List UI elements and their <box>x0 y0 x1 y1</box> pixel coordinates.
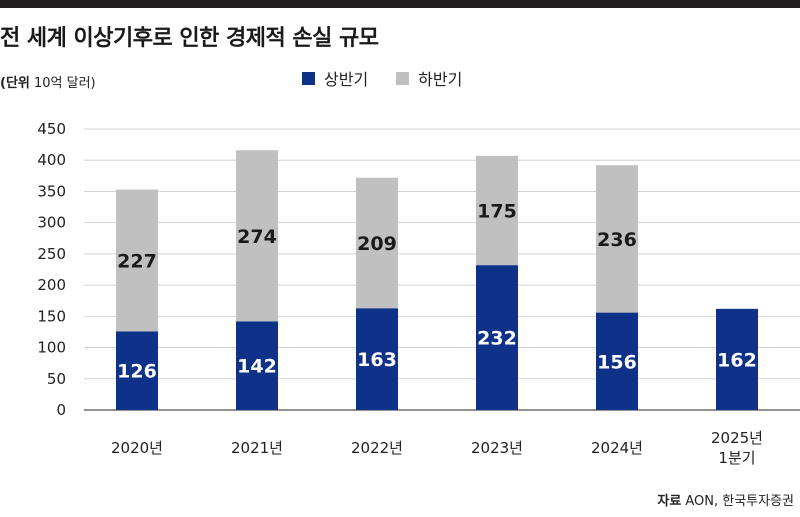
bar-h1-5 <box>716 308 758 410</box>
source-label: 자료 <box>657 494 682 509</box>
value-label-h1-0: 126 <box>117 361 157 383</box>
value-label-h2-0: 227 <box>117 250 157 272</box>
bar-h2-4 <box>596 165 638 313</box>
bar-h1-4 <box>596 312 638 410</box>
bar-h1-1 <box>236 321 278 410</box>
source-note: 자료 AON, 한국투자증권 <box>657 490 794 509</box>
y-tick-label-300: 300 <box>37 214 66 232</box>
legend-swatch-h1 <box>302 71 315 85</box>
legend-label-h1: 상반기 <box>324 70 369 89</box>
legend-label-h2: 하반기 <box>418 70 463 89</box>
bar-h2-1 <box>236 150 278 322</box>
bar-h2-2 <box>356 177 398 309</box>
x-tick-label-0: 2020년 <box>111 439 163 457</box>
y-tick-label-250: 250 <box>37 245 66 263</box>
value-label-h1-1: 142 <box>237 356 277 378</box>
legend-swatch-h2 <box>396 71 410 85</box>
y-tick-label-450: 450 <box>37 120 66 138</box>
value-label-h1-2: 163 <box>357 349 397 371</box>
bar-h2-0 <box>116 189 158 332</box>
x-tick-label-5-line1: 1분기 <box>718 449 755 467</box>
y-tick-label-100: 100 <box>37 339 66 357</box>
x-tick-label-5-line0: 2025년 <box>711 429 763 447</box>
y-tick-label-400: 400 <box>37 151 66 169</box>
y-tick-label-0: 0 <box>56 401 66 419</box>
unit-label-rest: 10억 달러) <box>29 76 96 91</box>
legend-item-h1: 상반기 <box>302 66 368 90</box>
x-tick-label-4: 2024년 <box>591 439 643 457</box>
legend-item-h2: 하반기 <box>396 66 462 90</box>
unit-label-bold: (단위 <box>0 76 30 91</box>
value-label-h1-5: 162 <box>717 349 757 371</box>
value-label-h2-4: 236 <box>597 229 637 251</box>
bar-h2-3 <box>476 155 518 266</box>
bar-h1-2 <box>356 308 398 410</box>
value-label-h1-3: 232 <box>477 328 517 350</box>
y-tick-label-200: 200 <box>37 276 66 294</box>
x-tick-label-1: 2021년 <box>231 439 283 457</box>
top-bar <box>0 0 800 8</box>
y-tick-label-150: 150 <box>37 307 66 325</box>
bar-h1-3 <box>476 265 518 410</box>
legend: 상반기 하반기 <box>302 66 490 90</box>
value-label-h2-3: 175 <box>477 200 517 222</box>
x-tick-label-3: 2023년 <box>471 439 523 457</box>
value-label-h2-2: 209 <box>357 233 397 255</box>
y-tick-label-350: 350 <box>37 182 66 200</box>
x-tick-label-2: 2022년 <box>351 439 403 457</box>
value-label-h1-4: 156 <box>597 351 637 373</box>
bar-h1-0 <box>116 331 158 410</box>
value-label-h2-1: 274 <box>237 226 277 248</box>
source-text: AON, 한국투자증권 <box>685 494 794 509</box>
chart-title: 전 세계 이상기후로 인한 경제적 손실 규모 <box>0 26 379 51</box>
unit-label: (단위 10억 달러) <box>0 72 96 91</box>
y-tick-label-50: 50 <box>47 370 66 388</box>
